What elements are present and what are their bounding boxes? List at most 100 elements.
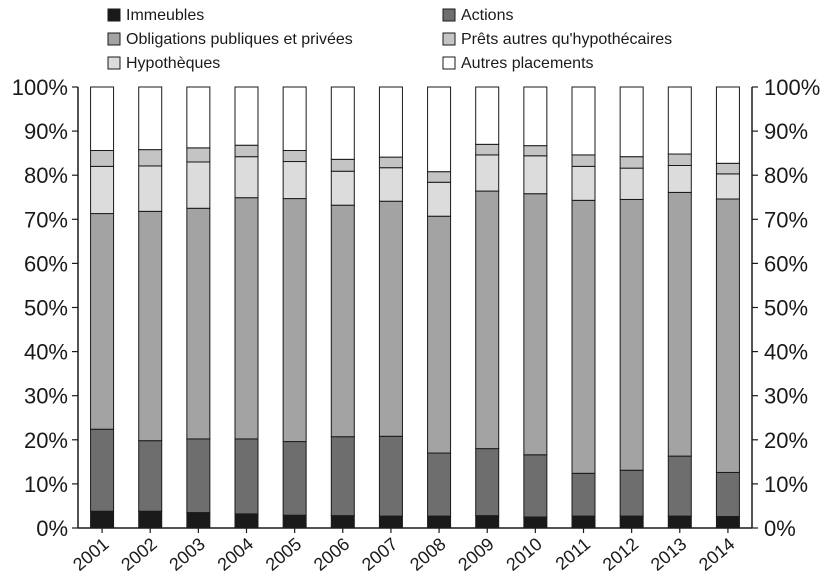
legend-label: Hypothèques (126, 55, 220, 72)
bar-segment-2003-2 (186, 438, 211, 514)
bar-segment-2014-3 (715, 198, 740, 473)
bar-segment-2001-4 (90, 165, 115, 215)
x-tick-label: 2001 (69, 534, 113, 574)
bar-segment-2002-5 (138, 149, 163, 167)
bar-segment-2001-1 (90, 510, 115, 529)
bar-segment-2006-4 (330, 170, 355, 206)
y-tick-label-right: 80% (764, 163, 808, 188)
bar-segment-2008-1 (427, 515, 452, 529)
bar-segment-2007-2 (378, 435, 403, 517)
x-tick-label: 2012 (599, 534, 643, 574)
y-tick-label-right: 40% (764, 340, 808, 365)
x-tick-label: 2005 (262, 534, 306, 574)
y-tick-label-left: 40% (24, 340, 68, 365)
bar-segment-2006-1 (330, 515, 355, 529)
y-tick-label-right: 30% (764, 384, 808, 409)
bar-segment-2005-2 (282, 441, 307, 516)
bar-segment-2006-3 (330, 204, 355, 438)
bar-segment-2001-2 (90, 428, 115, 512)
y-tick-label-right: 90% (764, 119, 808, 144)
y-tick-label-left: 50% (24, 296, 68, 321)
bar-segment-2009-2 (475, 448, 500, 517)
y-tick-label-right: 20% (764, 428, 808, 453)
bar-segment-2014-6 (715, 86, 740, 164)
legend-swatch (442, 8, 456, 22)
bar-segment-2011-5 (571, 154, 596, 167)
bar-segment-2007-4 (378, 167, 403, 202)
bar-segment-2010-3 (523, 193, 548, 456)
x-tick-label: 2006 (310, 534, 354, 574)
x-tick-label: 2009 (454, 534, 498, 574)
bar-segment-2003-3 (186, 207, 211, 440)
y-tick-label-left: 20% (24, 428, 68, 453)
bar-segment-2006-5 (330, 158, 355, 172)
bar-segment-2011-3 (571, 199, 596, 474)
x-tick-label: 2004 (214, 534, 258, 574)
bar-segment-2011-2 (571, 472, 596, 517)
bar-segment-2002-1 (138, 510, 163, 529)
bar-segment-2013-4 (667, 164, 692, 193)
legend-swatch (107, 32, 121, 46)
bar-segment-2004-6 (234, 86, 259, 146)
bar-segment-2013-1 (667, 515, 692, 529)
legend-swatch (442, 32, 456, 46)
bar-segment-2013-6 (667, 86, 692, 155)
bar-segment-2004-2 (234, 438, 259, 515)
bar-segment-2010-6 (523, 86, 548, 147)
bar-segment-2012-3 (619, 198, 644, 471)
bar-segment-2004-4 (234, 156, 259, 199)
bar-segment-2010-4 (523, 155, 548, 195)
bar-segment-2012-4 (619, 167, 644, 200)
x-tick-label: 2008 (406, 534, 450, 574)
x-tick-label: 2011 (552, 534, 595, 574)
bar-segment-2001-3 (90, 213, 115, 430)
x-tick-label: 2014 (695, 534, 739, 574)
legend-label: Prêts autres qu'hypothécaires (461, 31, 672, 48)
bar-segment-2012-5 (619, 156, 644, 169)
bar-segment-2009-5 (475, 143, 500, 156)
bar-segment-2009-4 (475, 154, 500, 192)
y-tick-label-left: 10% (24, 472, 68, 497)
bar-segment-2007-3 (378, 200, 403, 437)
y-tick-label-right: 0% (764, 516, 796, 541)
bar-segment-2004-1 (234, 513, 259, 529)
bar-segment-2002-2 (138, 440, 163, 512)
bar-segment-2009-1 (475, 515, 500, 529)
bar-segment-2006-6 (330, 86, 355, 160)
legend-swatch (107, 8, 121, 22)
bar-segment-2003-1 (186, 512, 211, 529)
legend-swatch (442, 56, 456, 70)
bar-segment-2013-2 (667, 455, 692, 517)
bar-segment-2002-4 (138, 165, 163, 212)
bar-segment-2008-6 (427, 86, 452, 173)
bar-segment-2014-5 (715, 162, 740, 175)
y-tick-label-right: 10% (764, 472, 808, 497)
bar-segment-2007-1 (378, 515, 403, 529)
bar-segment-2002-3 (138, 210, 163, 442)
y-tick-label-left: 30% (24, 384, 68, 409)
legend-label: Actions (461, 7, 513, 24)
y-tick-label-left: 0% (36, 516, 68, 541)
y-tick-label-right: 60% (764, 251, 808, 276)
bar-segment-2005-1 (282, 514, 307, 529)
bar-segment-2003-6 (186, 86, 211, 149)
y-tick-label-left: 80% (24, 163, 68, 188)
bar-segment-2012-1 (619, 515, 644, 529)
y-tick-label-left: 70% (24, 207, 68, 232)
bar-segment-2014-2 (715, 471, 740, 518)
bar-segment-2007-6 (378, 86, 403, 158)
x-tick-label: 2010 (502, 534, 546, 574)
x-tick-label: 2003 (165, 534, 209, 574)
bar-segment-2008-3 (427, 215, 452, 454)
bar-segment-2006-2 (330, 436, 355, 517)
y-tick-label-right: 50% (764, 296, 808, 321)
bar-segment-2011-1 (571, 515, 596, 529)
y-tick-label-left: 60% (24, 251, 68, 276)
x-tick-label: 2007 (358, 534, 402, 574)
bar-segment-2005-3 (282, 198, 307, 443)
bar-segment-2007-5 (378, 156, 403, 169)
bar-segment-2004-3 (234, 197, 259, 440)
bar-segment-2003-5 (186, 147, 211, 163)
bar-segment-2010-2 (523, 454, 548, 518)
